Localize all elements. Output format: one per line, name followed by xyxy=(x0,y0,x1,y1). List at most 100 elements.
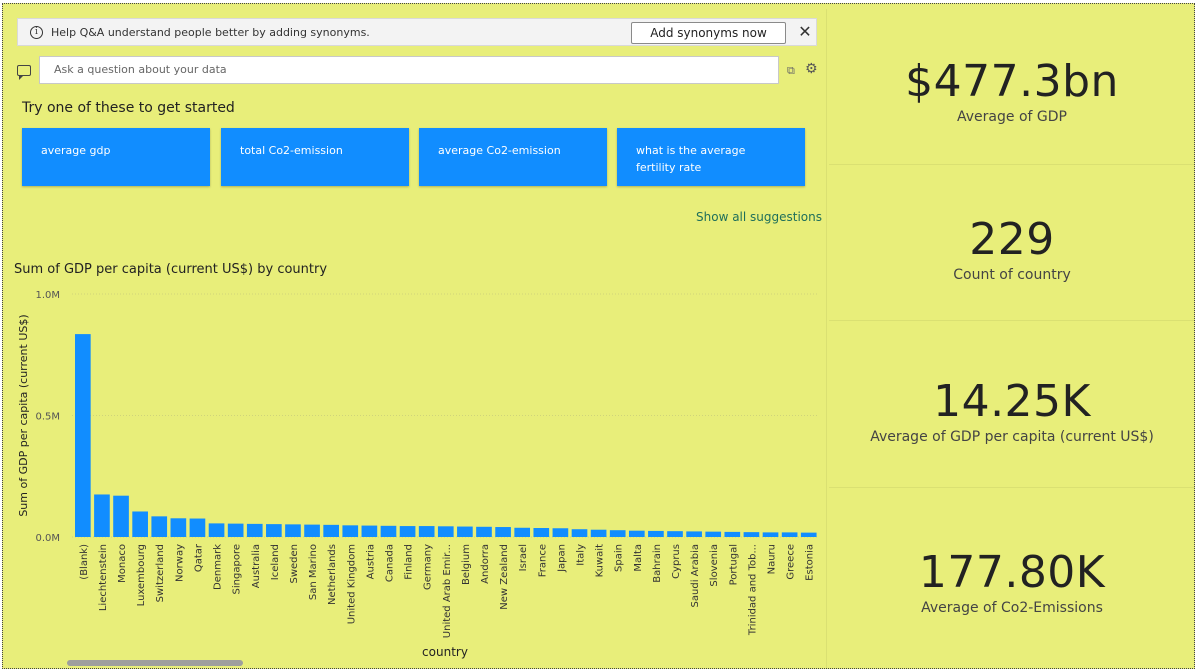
suggestion-chip[interactable]: total Co2-emission xyxy=(221,128,409,186)
bar xyxy=(686,531,702,537)
bar xyxy=(361,525,378,537)
close-icon[interactable]: ✕ xyxy=(798,22,812,41)
x-tick-label: Bahrain xyxy=(652,544,663,583)
bar xyxy=(189,518,206,537)
kpi-card-gdp: $477.3bn Average of GDP xyxy=(827,56,1197,125)
x-tick-label: Monaco xyxy=(117,544,128,583)
kpi-card-co2: 177.80K Average of Co2-Emissions xyxy=(827,547,1197,616)
divider xyxy=(826,9,827,669)
bar xyxy=(437,526,454,537)
x-tick-label: United Arab Emir... xyxy=(442,544,453,638)
x-axis-label: country xyxy=(422,645,468,659)
show-all-suggestions-link[interactable]: Show all suggestions xyxy=(696,210,822,224)
gear-icon[interactable]: ⚙ xyxy=(805,61,818,77)
x-tick-label: Switzerland xyxy=(155,544,166,602)
card-label: Average of GDP per capita (current US$) xyxy=(870,429,1154,445)
x-tick-label: Portugal xyxy=(728,544,739,585)
bar xyxy=(304,524,320,537)
y-tick-label: 1.0M xyxy=(35,290,60,301)
x-tick-label: Norway xyxy=(174,544,185,582)
x-tick-label: Japan xyxy=(556,544,567,573)
bar xyxy=(266,524,282,537)
x-tick-label: Qatar xyxy=(193,543,204,572)
divider xyxy=(829,487,1195,488)
ask-row: Ask a question about your data ⧉ ⚙ xyxy=(17,56,822,86)
x-tick-label: Trinidad and Tob... xyxy=(747,544,758,636)
x-tick-label: United Kingdom xyxy=(346,544,357,624)
card-value: 14.25K xyxy=(933,376,1091,427)
suggestion-chip[interactable]: what is the average fertility rate xyxy=(617,128,805,186)
x-tick-label: Belgium xyxy=(461,544,472,585)
x-tick-label: Iceland xyxy=(270,544,281,580)
x-tick-label: France xyxy=(537,544,548,577)
x-tick-label: Canada xyxy=(384,544,395,582)
bar xyxy=(457,526,473,537)
x-tick-label: Luxembourg xyxy=(136,544,147,606)
bar xyxy=(170,518,187,537)
bar xyxy=(609,530,626,537)
x-tick-label: Slovenia xyxy=(709,544,720,587)
bar xyxy=(246,523,263,537)
bar xyxy=(476,526,492,537)
bar xyxy=(380,525,397,537)
bar xyxy=(667,531,683,537)
x-tick-label: Sweden xyxy=(289,544,300,584)
card-value: 229 xyxy=(969,214,1055,265)
x-tick-label: San Marino xyxy=(308,544,319,600)
card-value: 177.80K xyxy=(918,547,1106,598)
bar xyxy=(208,523,225,537)
bar xyxy=(533,528,550,537)
x-tick-label: Greece xyxy=(786,544,797,580)
bar xyxy=(113,495,129,537)
bar xyxy=(800,532,817,537)
x-tick-label: Malta xyxy=(633,544,644,572)
x-tick-label: Austria xyxy=(365,544,376,579)
add-synonyms-button[interactable]: Add synonyms now xyxy=(631,22,786,44)
y-tick-label: 0.0M xyxy=(35,533,60,544)
x-tick-label: Denmark xyxy=(213,544,224,590)
qa-visual: i Help Q&A understand people better by a… xyxy=(13,12,828,252)
bar xyxy=(132,511,148,537)
bar xyxy=(227,523,244,537)
suggestion-chip[interactable]: average gdp xyxy=(22,128,210,186)
try-title: Try one of these to get started xyxy=(22,100,235,116)
x-tick-label: Estonia xyxy=(805,544,816,581)
x-tick-label: Andorra xyxy=(480,544,491,584)
bar xyxy=(648,530,664,537)
divider xyxy=(829,320,1195,321)
bar xyxy=(285,524,301,537)
chart-scrollbar[interactable] xyxy=(67,660,243,666)
card-label: Count of country xyxy=(953,267,1071,283)
x-tick-label: Finland xyxy=(404,544,415,580)
bar xyxy=(399,526,416,537)
suggestion-chip[interactable]: average Co2-emission xyxy=(419,128,607,186)
bar xyxy=(781,532,798,537)
x-tick-label: Kuwait xyxy=(595,544,606,577)
x-tick-label: Spain xyxy=(614,544,625,572)
bar xyxy=(571,529,588,537)
bar xyxy=(342,525,359,537)
bar xyxy=(323,524,339,537)
report-canvas: i Help Q&A understand people better by a… xyxy=(2,3,1195,669)
bar xyxy=(628,530,645,537)
x-tick-label: Cyprus xyxy=(671,544,682,579)
ask-question-input[interactable]: Ask a question about your data xyxy=(39,56,779,84)
card-label: Average of GDP xyxy=(957,109,1067,125)
divider xyxy=(829,164,1195,165)
kpi-card-country-count: 229 Count of country xyxy=(827,214,1197,283)
x-tick-label: Nauru xyxy=(767,544,778,574)
bar xyxy=(94,494,110,537)
x-tick-label: Singapore xyxy=(232,544,243,594)
bar xyxy=(418,526,435,537)
x-tick-label: Italy xyxy=(575,544,586,566)
convert-icon[interactable]: ⧉ xyxy=(787,64,795,77)
x-tick-label: Israel xyxy=(518,544,529,571)
y-axis-label: Sum of GDP per capita (current US$) xyxy=(17,314,30,516)
card-value: $477.3bn xyxy=(905,56,1119,107)
bar xyxy=(724,531,741,537)
notice-text: Help Q&A understand people better by add… xyxy=(51,25,370,39)
bar xyxy=(75,334,91,537)
y-tick-label: 0.5M xyxy=(35,412,60,423)
x-tick-label: (Blank) xyxy=(79,544,90,580)
x-tick-label: Saudi Arabia xyxy=(690,544,701,607)
